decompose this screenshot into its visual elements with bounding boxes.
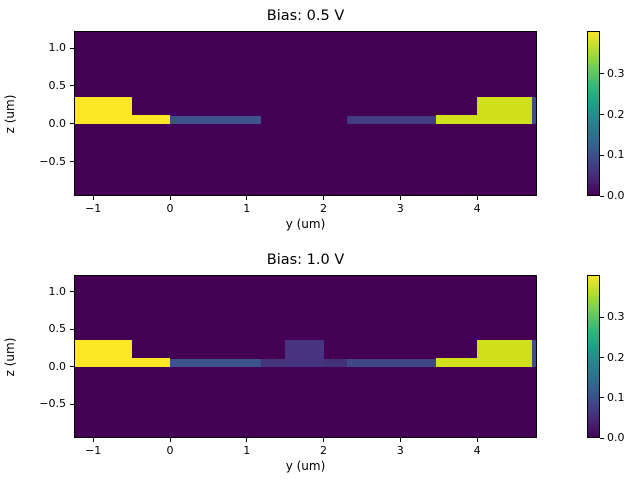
- y-tick-mark: [70, 85, 74, 87]
- colorbar-tick-label: 0.1: [607, 390, 625, 404]
- y-tick-label: −0.5: [39, 154, 66, 168]
- x-tick-label: 1: [243, 444, 251, 457]
- x-tick-label: −1: [85, 444, 102, 457]
- colorbar-tick-mark: [600, 154, 604, 156]
- colorbar-tick-label: 0.3: [607, 66, 625, 80]
- x-tick-mark: [92, 438, 94, 442]
- y-tick-label: 0.5: [48, 78, 67, 92]
- y-tick-label: 1.0: [48, 41, 67, 54]
- colorbar-tick-label: 0.2: [607, 350, 625, 364]
- colorbar-tick-mark: [600, 73, 604, 75]
- heatmap-region-right-contact-ledge: [436, 357, 478, 367]
- subplot-title: Bias: 0.5 V: [266, 8, 345, 24]
- y-tick-mark: [70, 47, 74, 49]
- colorbar-tick-label: 0.1: [607, 148, 625, 162]
- colorbar-tick-label: 0.2: [607, 107, 625, 121]
- y-tick-mark: [70, 366, 74, 368]
- x-tick-label: 4: [473, 444, 481, 457]
- y-tick-label: −0.5: [39, 397, 66, 410]
- x-tick-label: 3: [396, 444, 404, 457]
- heatmap-region-right-contact-pad: [477, 340, 533, 367]
- heatmap-canvas: [74, 31, 537, 196]
- x-tick-mark: [246, 196, 248, 200]
- heatmap-region-gate-strip-right: [323, 359, 347, 367]
- x-tick-mark: [92, 196, 94, 200]
- heatmap-region-right-contact-pad: [477, 97, 533, 124]
- colorbar-tick-label: 0.3: [607, 310, 625, 324]
- colorbar-bias-0-5v: 0.0 0.1 0.2 0.3: [587, 31, 625, 202]
- x-tick-label: 0: [166, 444, 174, 457]
- heatmap-region-gate-strip-left: [261, 359, 286, 367]
- y-tick-mark: [70, 328, 74, 330]
- x-tick-mark: [399, 196, 401, 200]
- colorbar-tick-mark: [600, 437, 604, 439]
- x-tick-label: 0: [166, 202, 174, 215]
- colorbar-tick-mark: [600, 316, 604, 318]
- x-tick-label: −1: [85, 202, 102, 215]
- x-tick-mark: [323, 196, 324, 200]
- colorbar-tick-mark: [600, 114, 604, 115]
- x-tick-mark: [323, 438, 324, 442]
- colorbar-gradient: [587, 31, 600, 196]
- colorbar-bias-1-0v: 0.0 0.1 0.2 0.3: [587, 275, 625, 444]
- heatmap-region-left-channel-strip: [170, 359, 262, 367]
- subplot-bias-1-0v: Bias: 1.0 V y (um) z (um) −1 0 1 2 3 4 1.0 0.5 0…: [3, 252, 537, 473]
- colorbar-tick-mark: [600, 195, 604, 197]
- x-tick-mark: [169, 196, 171, 200]
- y-tick-mark: [70, 291, 74, 293]
- heatmap-region-left-channel-strip: [170, 116, 262, 124]
- y-tick-label: 1.0: [48, 284, 67, 298]
- x-tick-label: 1: [243, 202, 251, 215]
- colorbar-gradient: [587, 275, 600, 438]
- heatmap-region-left-contact-pad: [74, 340, 132, 367]
- heatmap-region-left-contact-ledge: [131, 357, 170, 367]
- subplot-title: Bias: 1.0 V: [266, 252, 345, 268]
- heatmap-region-right-channel-strip: [346, 359, 437, 367]
- colorbar-tick-mark: [600, 397, 604, 399]
- x-tick-mark: [246, 438, 248, 442]
- y-tick-label: 0.0: [48, 359, 67, 373]
- x-tick-label: 2: [320, 202, 327, 215]
- y-axis-label: z (um): [3, 337, 17, 376]
- colorbar-tick-label: 0.0: [607, 431, 625, 444]
- y-tick-mark: [70, 123, 74, 125]
- x-tick-mark: [169, 438, 171, 442]
- colorbar-tick-mark: [600, 357, 604, 358]
- heatmap-region-right-edge-column: [532, 340, 537, 367]
- y-tick-mark: [70, 403, 74, 405]
- x-tick-label: 3: [396, 202, 404, 215]
- heatmap-region-left-contact-ledge: [131, 114, 170, 124]
- colorbar-tick-label: 0.0: [607, 189, 625, 202]
- heatmap-region-right-edge-column: [532, 97, 537, 124]
- subplot-bias-0-5v: Bias: 0.5 V y (um) z (um) −1 0 1 2 3 4 1.0 0.5 0…: [3, 8, 537, 231]
- heatmap-region-gate-block: [285, 340, 324, 367]
- y-tick-mark: [70, 161, 74, 163]
- x-axis-label: y (um): [285, 459, 326, 473]
- x-tick-mark: [476, 196, 478, 200]
- heatmap-region-left-contact-pad: [74, 97, 132, 124]
- x-tick-label: 4: [473, 202, 481, 215]
- x-tick-mark: [476, 438, 478, 442]
- y-axis-label: z (um): [3, 94, 17, 133]
- y-tick-label: 0.5: [48, 322, 67, 336]
- x-axis-label: y (um): [285, 217, 326, 231]
- x-tick-label: 2: [320, 444, 327, 457]
- heatmap-region-right-contact-ledge: [436, 114, 478, 124]
- x-tick-mark: [399, 438, 401, 442]
- heatmap-canvas: [74, 275, 537, 438]
- heatmap-region-right-channel-strip: [346, 116, 437, 124]
- y-tick-label: 0.0: [48, 116, 67, 130]
